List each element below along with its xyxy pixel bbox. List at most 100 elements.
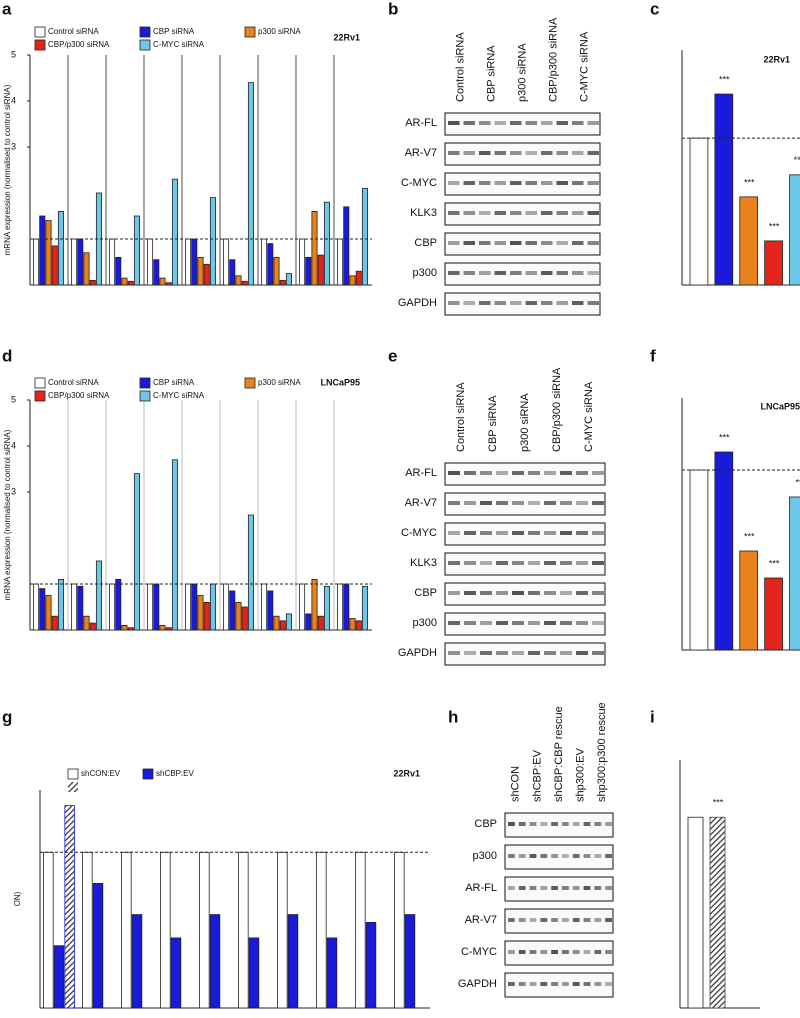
bar: [323, 201, 330, 286]
row-label: p300: [413, 617, 437, 629]
blot-band: [528, 621, 540, 625]
blot-band: [587, 211, 599, 215]
lane-label: CBP/p300 siRNA: [547, 17, 559, 102]
bar: [235, 275, 242, 286]
blot-band: [479, 211, 491, 215]
blot-band: [541, 121, 553, 125]
panel-letter: f: [650, 346, 656, 365]
blot-band: [562, 982, 569, 986]
blot-band: [572, 241, 584, 245]
bar: [223, 238, 230, 286]
bar: [109, 238, 116, 286]
lane-label: C-MYC siRNA: [578, 31, 590, 102]
blot-band: [494, 211, 506, 215]
panel-letter: e: [388, 346, 397, 365]
blot-band: [479, 121, 491, 125]
bar: [404, 914, 416, 1009]
blot-band: [528, 501, 540, 505]
legend-swatch: [34, 390, 46, 402]
blot-band: [544, 591, 556, 595]
blot-band: [572, 918, 580, 922]
blot-band: [594, 950, 602, 954]
legend-swatch: [34, 377, 46, 389]
blot-band: [572, 151, 584, 155]
blot-band: [572, 211, 584, 215]
blot-band: [572, 950, 580, 954]
blot-band: [525, 181, 537, 185]
blot-band: [592, 591, 604, 595]
bar: [279, 620, 286, 631]
blot-band: [540, 982, 548, 986]
row-label: AR-FL: [465, 882, 497, 894]
blot-band: [518, 950, 526, 954]
y-tick-label: 5: [11, 49, 16, 59]
row-label: CBP: [474, 818, 497, 830]
blot-band: [576, 471, 588, 475]
blot-band: [551, 822, 558, 826]
bar: [317, 615, 324, 631]
legend-swatch: [68, 782, 78, 792]
bar: [209, 914, 221, 1009]
lane-label: Control siRNA: [455, 382, 467, 452]
blot-band: [464, 621, 476, 625]
blot-band: [528, 591, 540, 595]
blot-band: [525, 271, 537, 275]
row-label: C-MYC: [401, 177, 437, 189]
bar: [241, 606, 248, 631]
blot-band: [529, 854, 537, 858]
blot-band: [556, 271, 568, 275]
blot-band: [464, 651, 476, 655]
lane-label: CBP siRNA: [487, 395, 499, 452]
blot-band: [592, 651, 604, 655]
blot-band: [572, 121, 584, 125]
bar: [299, 238, 306, 286]
blot-band: [496, 591, 508, 595]
blot-band: [572, 271, 584, 275]
blot-band: [529, 918, 537, 922]
blot-band: [583, 950, 591, 954]
blot-band: [605, 822, 612, 826]
blot-band: [587, 271, 599, 275]
bar: [203, 602, 210, 631]
blot-band: [448, 211, 460, 215]
lane-label: shCON: [510, 766, 522, 802]
y-tick-label: 4: [11, 440, 16, 450]
bar: [355, 620, 362, 631]
bar: [285, 613, 292, 631]
bar: [77, 585, 84, 631]
bar: [203, 263, 210, 286]
blot-band: [463, 121, 475, 125]
blot-band: [463, 151, 475, 155]
bar: [316, 851, 327, 1009]
blot-band: [463, 211, 475, 215]
bar: [165, 627, 172, 631]
lane-label: shp300:EV: [575, 748, 587, 802]
bar: [241, 280, 248, 286]
lane-label: p300 siRNA: [516, 43, 528, 102]
y-axis-label: ON): [13, 891, 22, 906]
blot-frame: [444, 262, 601, 286]
bar: [305, 613, 312, 631]
blot-band: [540, 854, 548, 858]
blot-band: [576, 621, 588, 625]
blot-band: [528, 651, 540, 655]
bar: [71, 238, 78, 286]
blot-band: [496, 531, 508, 535]
blot-band: [576, 561, 588, 565]
bar: [273, 615, 280, 631]
blot-band: [541, 181, 553, 185]
blot-band: [518, 886, 526, 890]
bar: [115, 579, 122, 631]
blot-band: [480, 561, 492, 565]
blot-band: [592, 561, 604, 565]
blot-band: [544, 531, 556, 535]
bar: [191, 238, 198, 286]
significance: ***: [719, 432, 730, 442]
blot-band: [572, 886, 580, 890]
blot-band: [480, 621, 492, 625]
bar: [361, 187, 368, 286]
blot-band: [512, 561, 524, 565]
bar: [343, 206, 350, 286]
blot-band: [528, 531, 540, 535]
blot-band: [496, 501, 508, 505]
